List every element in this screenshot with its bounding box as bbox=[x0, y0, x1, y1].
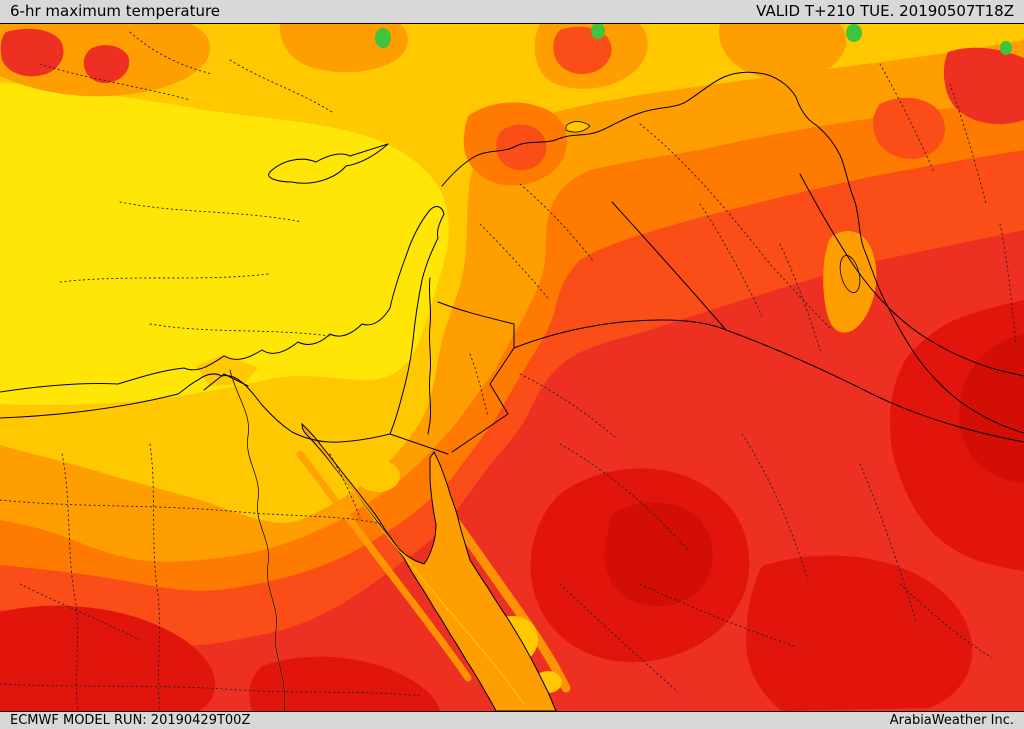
admin-border bbox=[519, 373, 617, 439]
egypt-israel-border bbox=[389, 433, 449, 455]
jordan-saudi-border bbox=[451, 347, 515, 453]
syria-iraq-border bbox=[611, 201, 727, 331]
arabia-gulf-coast bbox=[799, 173, 1024, 377]
contour-deep-red-blob bbox=[249, 656, 440, 711]
admin-border bbox=[149, 323, 331, 337]
admin-border bbox=[639, 583, 795, 647]
green-cool-spot bbox=[1000, 41, 1012, 55]
admin-border bbox=[949, 83, 987, 205]
coastlines-and-borders bbox=[0, 71, 1024, 711]
admin-border bbox=[879, 63, 935, 173]
syria-jordan-border bbox=[437, 301, 515, 349]
map-title: 6-hr maximum temperature bbox=[10, 2, 221, 20]
cool-green-spots bbox=[375, 24, 1012, 55]
contour-deep-red-blob bbox=[0, 605, 216, 711]
admin-border bbox=[0, 499, 383, 525]
admin-border bbox=[559, 583, 679, 693]
admin-border bbox=[469, 353, 489, 417]
contour-darkest-core bbox=[604, 502, 713, 607]
contour-deep-red-blob bbox=[746, 555, 973, 711]
header-bar: 6-hr maximum temperature VALID T+210 TUE… bbox=[0, 0, 1024, 24]
admin-border bbox=[779, 243, 822, 353]
sinai-cool-spot bbox=[356, 460, 400, 492]
admin-border bbox=[0, 683, 423, 697]
admin-border bbox=[229, 59, 333, 113]
temperature-map-svg bbox=[0, 24, 1024, 711]
admin-border bbox=[59, 273, 269, 283]
admin-border bbox=[129, 31, 213, 75]
contour-cool-region bbox=[0, 82, 449, 405]
contour-hot-core bbox=[872, 97, 945, 159]
model-run-label: ECMWF MODEL RUN: 20190429T00Z bbox=[10, 713, 251, 728]
red-sea-west-coast-strip bbox=[296, 450, 472, 682]
contour-red-patch bbox=[83, 45, 130, 84]
admin-border bbox=[859, 463, 917, 623]
admin-borders-dotted bbox=[0, 31, 1017, 711]
nile-delta-branch bbox=[223, 373, 249, 387]
contour-top-patch bbox=[719, 24, 847, 80]
admin-border bbox=[19, 583, 141, 641]
weather-map-area bbox=[0, 24, 1024, 711]
admin-border bbox=[699, 203, 763, 317]
green-cool-spot bbox=[591, 24, 605, 39]
credit-label: ArabiaWeather Inc. bbox=[889, 713, 1014, 728]
admin-border bbox=[899, 583, 993, 659]
nile-river bbox=[229, 369, 285, 711]
turkey-iran-border bbox=[441, 71, 1024, 434]
admin-border bbox=[639, 123, 833, 331]
admin-border bbox=[999, 223, 1017, 345]
nile-delta-branch bbox=[203, 373, 225, 391]
temp-layer-yellow bbox=[0, 82, 449, 405]
valid-time-label: VALID T+210 TUE. 20190507T18Z bbox=[756, 2, 1014, 20]
admin-border bbox=[39, 63, 191, 101]
temp-layer-darkest-red bbox=[604, 334, 1024, 607]
footer-bar: ECMWF MODEL RUN: 20190429T00Z ArabiaWeat… bbox=[0, 711, 1024, 729]
admin-border bbox=[559, 443, 689, 551]
contour-red-patch bbox=[0, 28, 64, 77]
red-sea-core bbox=[309, 433, 525, 705]
contour-hot-core bbox=[496, 124, 547, 171]
lake-assad bbox=[565, 121, 591, 133]
cyprus-outline bbox=[268, 143, 389, 184]
iraq-saudi-border bbox=[513, 319, 1024, 443]
jordan-valley-border bbox=[427, 277, 432, 435]
admin-border bbox=[61, 453, 79, 711]
contour-darkest-core bbox=[959, 334, 1024, 484]
admin-border bbox=[149, 443, 161, 711]
green-cool-spot bbox=[375, 28, 391, 48]
admin-border bbox=[741, 433, 809, 581]
nile-delta bbox=[196, 354, 258, 386]
green-cool-spot bbox=[846, 24, 862, 42]
admin-border bbox=[119, 201, 303, 223]
admin-border bbox=[479, 223, 549, 299]
contour-red-patch bbox=[943, 47, 1024, 125]
